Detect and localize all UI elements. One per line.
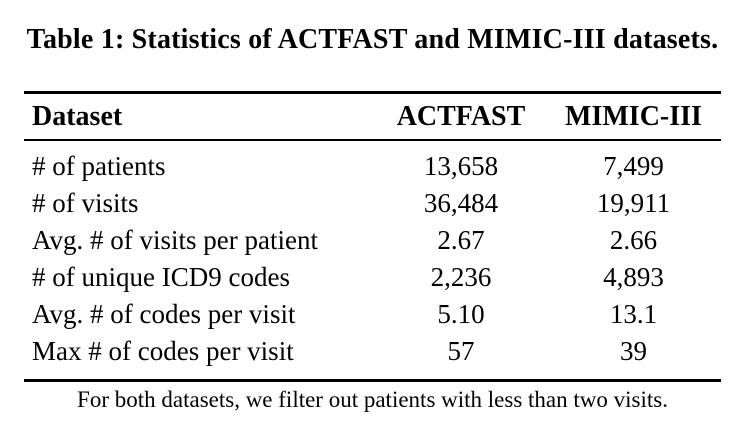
row-value-mimic: 2.66	[609, 225, 658, 256]
column-header-actfast: ACTFAST	[396, 100, 526, 132]
statistics-table: Dataset ACTFAST MIMIC-III # of patients …	[24, 91, 721, 383]
table-row: # of unique ICD9 codes 2,236 4,893	[24, 259, 721, 296]
row-value-actfast: 13,658	[423, 151, 499, 182]
table-row: Avg. # of visits per patient 2.67 2.66	[24, 222, 721, 259]
table-body: # of patients 13,658 7,499 # of visits 3…	[24, 141, 721, 379]
row-label: Avg. # of codes per visit	[32, 299, 296, 330]
row-value-mimic: 19,911	[596, 188, 671, 219]
table-row: # of visits 36,484 19,911	[24, 185, 721, 222]
table-footnote: For both datasets, we filter out patient…	[77, 387, 668, 413]
row-value-actfast: 5.10	[437, 299, 485, 330]
row-value-mimic: 4,893	[603, 262, 664, 293]
row-label: Max # of codes per visit	[32, 336, 294, 367]
row-label: # of visits	[32, 188, 139, 219]
row-label: Avg. # of visits per patient	[32, 225, 318, 256]
row-value-actfast: 57	[447, 336, 475, 367]
row-value-actfast: 2.67	[437, 225, 485, 256]
table-row: Avg. # of codes per visit 5.10 13.1	[24, 296, 721, 333]
table-row: Max # of codes per visit 57 39	[24, 333, 721, 370]
table-header-row: Dataset ACTFAST MIMIC-III	[24, 94, 721, 142]
table-caption: Table 1: Statistics of ACTFAST and MIMIC…	[26, 24, 719, 55]
table-row: # of patients 13,658 7,499	[24, 148, 721, 185]
row-value-mimic: 7,499	[603, 151, 664, 182]
row-value-actfast: 2,236	[430, 262, 492, 293]
row-value-mimic: 39	[620, 336, 647, 367]
row-label: # of patients	[32, 151, 166, 182]
row-label: # of unique ICD9 codes	[32, 262, 290, 293]
row-value-actfast: 36,484	[423, 188, 499, 219]
column-header-mimic: MIMIC-III	[565, 100, 702, 132]
row-value-mimic: 13.1	[609, 299, 658, 330]
column-header-dataset: Dataset	[32, 100, 123, 132]
